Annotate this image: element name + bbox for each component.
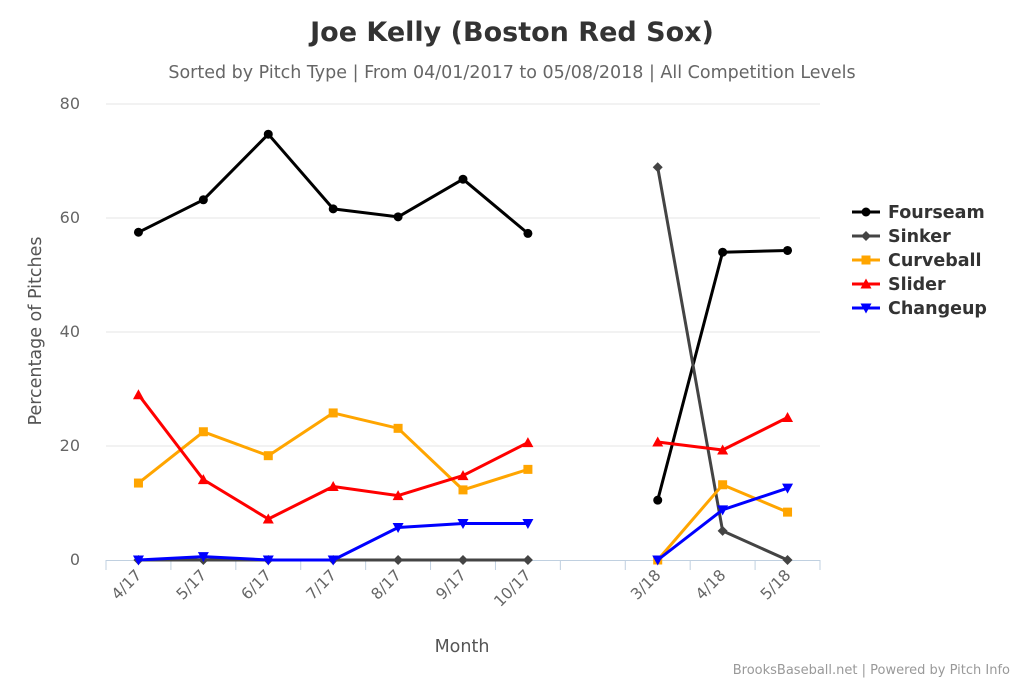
data-point <box>523 464 533 474</box>
data-point <box>197 552 209 563</box>
data-point <box>652 162 663 173</box>
data-point <box>860 303 872 314</box>
x-tick-label: 4/17 <box>108 566 145 603</box>
series-line <box>137 411 529 492</box>
x-tick-label: 10/17 <box>490 566 534 610</box>
data-point <box>782 483 794 494</box>
data-point <box>198 427 208 437</box>
legend-item-curveball[interactable]: Curveball <box>852 251 982 271</box>
grid <box>106 103 820 447</box>
data-point <box>457 519 469 530</box>
data-point <box>652 436 664 447</box>
data-point <box>861 255 871 265</box>
x-tick-label: 8/17 <box>368 566 405 603</box>
data-point <box>132 555 144 566</box>
legend-item-slider[interactable]: Slider <box>852 275 946 295</box>
data-point <box>197 474 209 485</box>
data-point <box>861 207 871 217</box>
data-point <box>652 555 664 566</box>
data-point <box>458 174 468 184</box>
x-tick-label: 4/18 <box>692 566 729 603</box>
y-tick-label: 40 <box>60 322 80 341</box>
series-slider <box>132 389 794 524</box>
y-tick-label: 0 <box>70 550 80 569</box>
series-sinker <box>133 162 793 565</box>
y-tick-label: 60 <box>60 208 80 227</box>
data-point <box>653 495 663 505</box>
chart-title: Joe Kelly (Boston Red Sox) <box>308 17 714 48</box>
data-point <box>522 519 534 530</box>
chart-subtitle: Sorted by Pitch Type | From 04/01/2017 t… <box>168 63 855 83</box>
data-point <box>393 423 403 433</box>
data-point <box>783 245 793 255</box>
data-point <box>198 195 208 205</box>
data-point <box>718 247 728 257</box>
x-tick-label: 5/17 <box>173 566 210 603</box>
data-point <box>782 412 794 422</box>
data-point <box>327 480 339 491</box>
series <box>132 129 794 566</box>
data-point <box>263 129 273 139</box>
x-axis-title: Month <box>435 637 490 657</box>
data-point <box>861 231 871 241</box>
y-tick-label: 80 <box>60 94 80 113</box>
data-point <box>133 478 143 488</box>
data-point <box>522 555 533 565</box>
x-tick-label: 3/18 <box>627 566 664 603</box>
data-point <box>717 505 729 516</box>
legend: Fourseam Sinker Curveball Slider Changeup <box>852 203 987 319</box>
data-point <box>458 555 468 565</box>
data-point <box>783 507 793 517</box>
x-tick-label: 5/18 <box>757 566 794 603</box>
series-line <box>656 249 788 501</box>
data-point <box>522 437 534 448</box>
data-point <box>717 525 728 536</box>
data-point <box>393 212 403 222</box>
data-point <box>523 228 533 238</box>
axes: 0 20 40 60 80 4/17 5/17 6/17 7/17 8/17 9/17 10/17 3/… <box>60 94 821 610</box>
data-point <box>328 204 338 214</box>
data-point <box>263 451 273 461</box>
data-point <box>717 444 729 455</box>
x-tick-label: 7/17 <box>303 566 340 603</box>
legend-item-sinker[interactable]: Sinker <box>852 227 951 247</box>
legend-label: Slider <box>888 275 946 295</box>
legend-item-fourseam[interactable]: Fourseam <box>852 203 985 223</box>
legend-label: Changeup <box>888 299 987 319</box>
data-point <box>262 555 274 566</box>
legend-label: Sinker <box>888 227 951 247</box>
series-fourseam <box>133 129 793 505</box>
data-point <box>458 485 468 495</box>
x-tick-label: 6/17 <box>238 566 275 603</box>
data-point <box>393 555 404 565</box>
credits[interactable]: BrooksBaseball.net | Powered by Pitch In… <box>733 663 1010 678</box>
series-curveball <box>133 408 793 565</box>
data-point <box>132 389 144 400</box>
x-tick-label: 9/17 <box>432 566 469 603</box>
y-axis-title: Percentage of Pitches <box>26 237 46 426</box>
data-point <box>782 555 793 565</box>
legend-label: Curveball <box>888 251 982 271</box>
legend-label: Fourseam <box>888 203 985 223</box>
data-point <box>860 278 872 289</box>
data-point <box>392 490 404 501</box>
data-point <box>262 513 274 524</box>
series-changeup <box>132 483 794 566</box>
data-point <box>133 227 143 237</box>
data-point <box>328 408 338 418</box>
series-line <box>138 522 528 562</box>
series-line <box>137 132 529 235</box>
data-point <box>457 470 469 481</box>
y-tick-label: 20 <box>60 436 80 455</box>
legend-item-changeup[interactable]: Changeup <box>852 299 987 319</box>
series-line <box>656 167 789 562</box>
data-point <box>392 523 404 534</box>
data-point <box>327 555 339 566</box>
data-point <box>718 480 728 490</box>
